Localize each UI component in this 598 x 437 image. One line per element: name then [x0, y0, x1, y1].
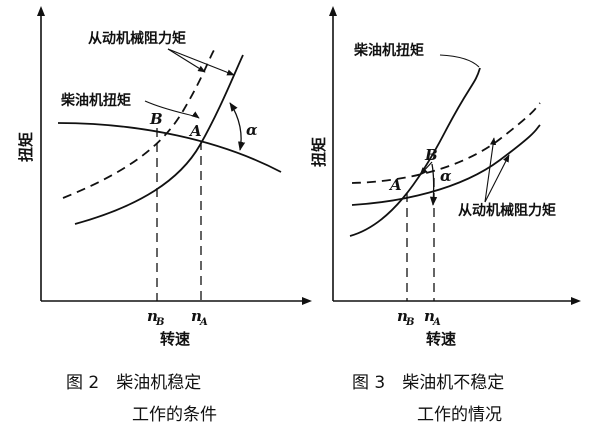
- fig2-resistance-label: 从动机械阻力矩: [88, 30, 186, 47]
- fig3-point-b: B: [424, 146, 438, 164]
- fig2-caption-line2: 工作的条件: [132, 405, 217, 425]
- figure-2: 从动机械阻力矩 柴油机扭矩 B A α n B n A 转速 扭矩: [17, 6, 312, 348]
- fig3-y-axis-arrow: [329, 6, 337, 16]
- fig2-x-axis-arrow: [302, 297, 312, 305]
- fig2-tick-na: n: [191, 307, 202, 325]
- fig2-tick-nb-sub: B: [155, 317, 164, 328]
- fig3-x-axis-arrow: [571, 297, 581, 305]
- fig2-resistance-leader-1: [167, 48, 206, 73]
- fig3-tick-nb-sub: B: [405, 317, 414, 328]
- fig3-resistance-leader-1: [484, 137, 497, 203]
- fig2-diesel-label: 柴油机扭矩: [60, 92, 131, 109]
- fig2-point-a: A: [188, 122, 202, 140]
- fig3-caption-line2: 工作的情况: [417, 405, 502, 425]
- fig3-point-b-leader: [419, 161, 433, 176]
- fig2-x-axis-label: 转速: [160, 330, 190, 348]
- fig2-resistance-curve-solid: [74, 54, 244, 225]
- fig2-point-b: B: [149, 110, 163, 128]
- fig3-y-axis-label: 扭矩: [310, 137, 328, 167]
- fig3-diesel-label: 柴油机扭矩: [353, 42, 424, 59]
- fig2-angle-arc: [229, 102, 246, 151]
- fig2-diesel-torque-curve: [57, 122, 282, 173]
- fig2-y-axis-label: 扭矩: [17, 132, 35, 162]
- fig3-diesel-torque-curve: [349, 67, 481, 237]
- fig3-tick-na-sub: A: [432, 317, 441, 328]
- fig3-point-a: A: [388, 176, 402, 194]
- fig2-tick-na-sub: A: [199, 317, 208, 328]
- fig2-resistance-leader-2: [167, 48, 235, 76]
- fig3-resistance-label: 从动机械阻力矩: [458, 202, 556, 219]
- fig3-angle-label: α: [440, 167, 452, 185]
- fig3-diesel-leader: [439, 54, 480, 68]
- fig2-y-axis-arrow: [37, 6, 45, 16]
- fig3-caption-line1: 图 3 柴油机不稳定: [352, 373, 505, 393]
- fig2-caption-line1: 图 2 柴油机稳定: [66, 373, 202, 393]
- fig2-tick-nb: n: [147, 307, 158, 325]
- fig3-resistance-curve-dashed: [351, 102, 541, 184]
- fig3-resistance-leader-2: [484, 154, 510, 203]
- fig3-tick-nb: n: [397, 307, 408, 325]
- fig2-diesel-leader: [144, 100, 200, 119]
- fig3-tick-na: n: [424, 307, 435, 325]
- fig3-x-axis-label: 转速: [426, 330, 456, 348]
- fig3-axes: [329, 6, 581, 305]
- fig2-axes: [37, 6, 312, 305]
- fig2-angle-label: α: [246, 121, 258, 139]
- figure-3: 柴油机扭矩 从动机械阻力矩 B A α n B n A 转速 扭矩: [310, 6, 581, 348]
- fig3-resistance-curve-solid: [351, 124, 541, 206]
- fig2-resistance-curve-dashed: [62, 46, 217, 199]
